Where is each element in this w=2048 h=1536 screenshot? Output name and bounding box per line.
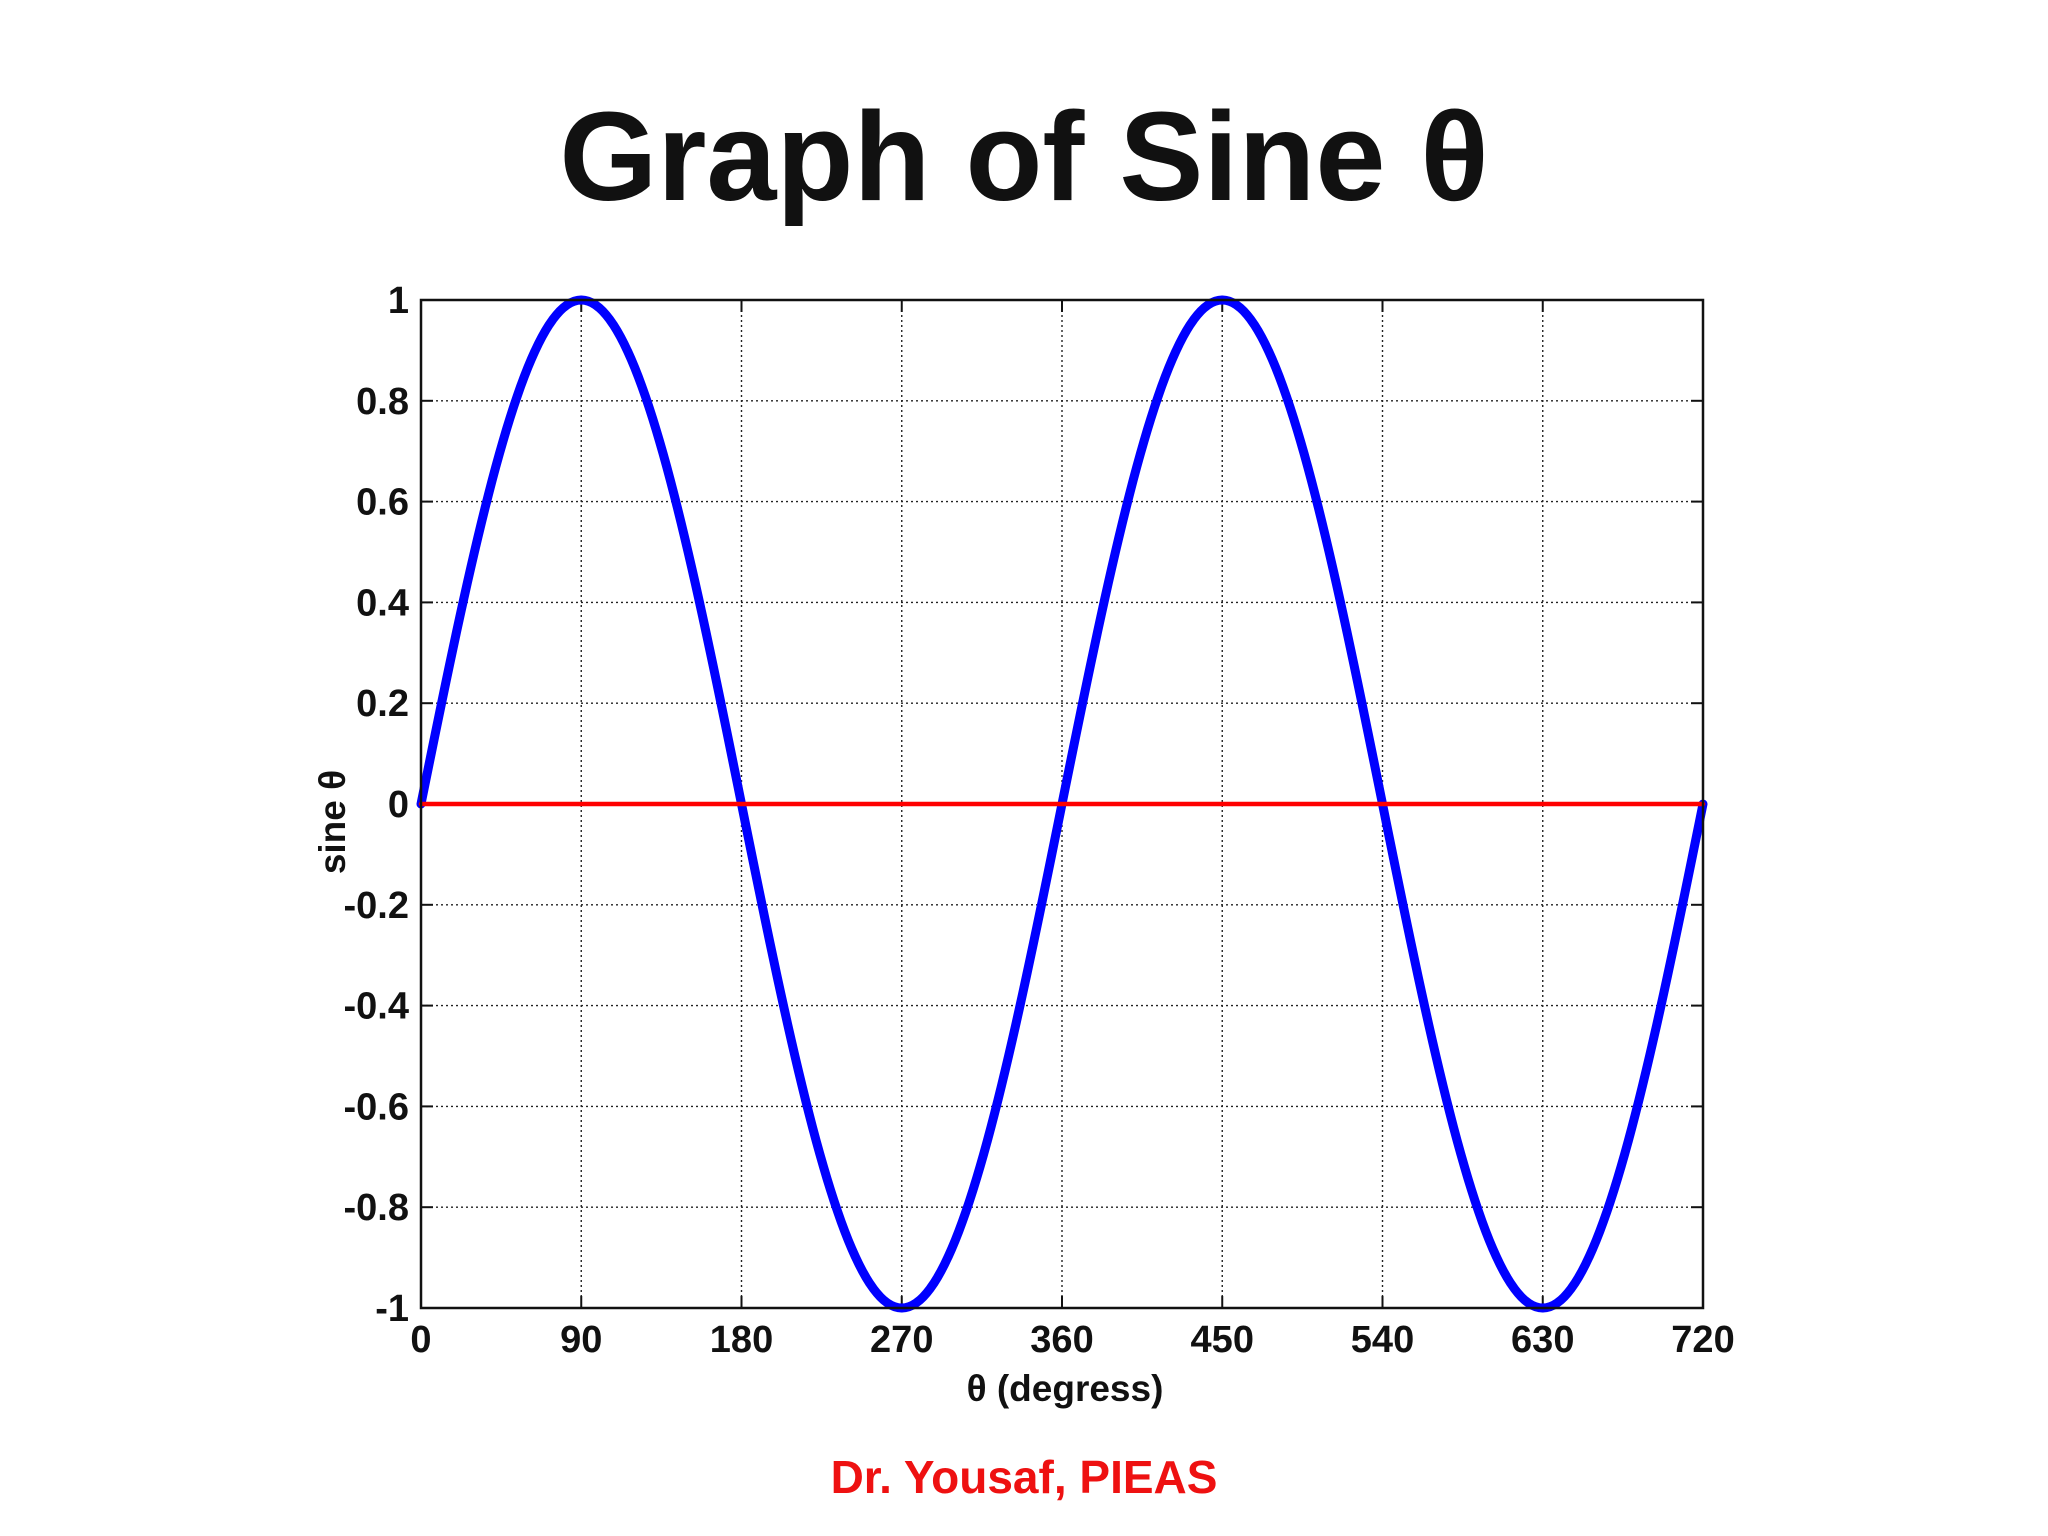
y-axis-label: sine θ: [312, 770, 353, 874]
y-tick-label: 0.8: [356, 381, 409, 423]
y-tick-label: -0.4: [344, 986, 409, 1028]
y-tick-label: -1: [375, 1288, 409, 1330]
y-tick-labels: 1 0.8 0.6 0.4 0.2 0 -0.2 -0.4 -0.6 -0.8 -1: [344, 280, 409, 1330]
plot-frame: [419, 298, 1705, 1310]
y-tick-label: 0.6: [356, 482, 409, 524]
y-tick-label: -0.2: [344, 885, 409, 927]
x-tick-label: 720: [1671, 1319, 1734, 1361]
y-tick-label: -0.6: [344, 1086, 409, 1128]
x-tick-label: 0: [410, 1319, 431, 1361]
x-tick-labels: 0 90 180 270 360 450 540 630 720: [410, 1319, 1734, 1361]
y-tick-label: 0.2: [356, 683, 409, 725]
y-tick-label: -0.8: [344, 1187, 409, 1229]
x-tick-label: 270: [870, 1319, 933, 1361]
y-tick-label: 0.4: [356, 582, 409, 624]
x-tick-label: 540: [1351, 1319, 1414, 1361]
slide-title: Graph of Sine θ: [559, 86, 1489, 227]
x-tick-label: 90: [560, 1319, 602, 1361]
x-tick-label: 180: [710, 1319, 773, 1361]
x-tick-label: 450: [1191, 1319, 1254, 1361]
y-tick-label: 0: [388, 784, 409, 826]
series-layer: [416, 295, 1708, 1313]
x-tick-label: 360: [1030, 1319, 1093, 1361]
x-axis-label: θ (degress): [967, 1368, 1164, 1409]
x-tick-label: 630: [1511, 1319, 1574, 1361]
y-tick-label: 1: [388, 280, 409, 322]
author-credit: Dr. Yousaf, PIEAS: [830, 1451, 1218, 1503]
